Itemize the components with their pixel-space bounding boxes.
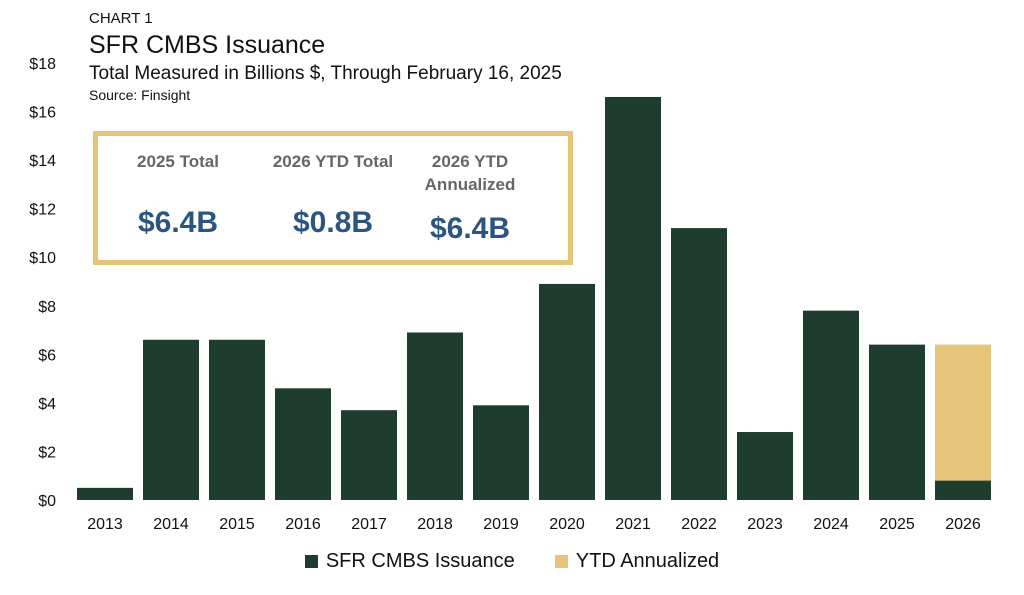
summary-heading: 2026 YTD Total	[272, 152, 394, 171]
bar-issuance-2025	[869, 344, 925, 500]
bar-issuance-2023	[737, 432, 793, 500]
bar-issuance-2024	[803, 310, 859, 500]
summary-value: $0.8B	[292, 206, 374, 239]
summary-2026-ytd-annualized: 2026 YTD Annualized $6.4B	[410, 150, 530, 245]
x-tick-label: 2020	[549, 516, 585, 533]
summary-2025-total: 2025 Total $6.4B	[103, 150, 253, 239]
chart-source: Source: Finsight	[89, 87, 191, 103]
x-tick-label: 2023	[747, 516, 783, 533]
y-tick-label: $14	[29, 153, 56, 170]
bar-issuance-2022	[671, 228, 727, 501]
x-tick-label: 2017	[351, 516, 387, 533]
legend-label: SFR CMBS Issuance	[325, 550, 515, 572]
y-tick-label: $16	[29, 105, 56, 122]
y-tick-label: $8	[38, 299, 56, 316]
summary-value: $6.4B	[137, 206, 219, 239]
summary-heading: 2026 YTD Annualized	[424, 152, 516, 194]
summary-heading: 2025 Total	[137, 152, 219, 171]
x-tick-label: 2026	[945, 516, 981, 533]
y-tick-label: $4	[38, 396, 56, 413]
x-tick-label: 2013	[87, 516, 123, 533]
summary-value: $6.4B	[429, 212, 511, 245]
bar-issuance-2016	[275, 388, 331, 500]
chart-label: CHART 1	[89, 10, 153, 27]
x-tick-label: 2024	[813, 516, 849, 533]
summary-2026-ytd-total: 2026 YTD Total $0.8B	[258, 150, 408, 239]
chart-subtitle: Total Measured in Billions $, Through Fe…	[89, 63, 562, 84]
y-tick-label: $2	[38, 444, 56, 461]
bar-issuance-2015	[209, 339, 265, 500]
bar-issuance-2017	[341, 410, 397, 500]
legend-swatch	[304, 555, 318, 568]
y-tick-label: $10	[29, 250, 56, 267]
y-tick-label: $12	[29, 202, 56, 219]
bar-issuance-2021	[605, 96, 661, 500]
x-tick-label: 2015	[219, 516, 255, 533]
x-tick-label: 2016	[285, 516, 321, 533]
x-tick-label: 2019	[483, 516, 519, 533]
summary-box: 2025 Total $6.4B 2026 YTD Total $0.8B 20…	[93, 131, 573, 265]
bar-annualized-2026	[935, 344, 991, 481]
bar-issuance-2019	[473, 405, 529, 500]
chart-title: SFR CMBS Issuance	[89, 31, 326, 59]
legend-item-issuance: SFR CMBS Issuance	[304, 550, 515, 573]
y-tick-label: $6	[38, 347, 56, 364]
y-tick-label: $18	[29, 56, 56, 73]
bar-issuance-2018	[407, 332, 463, 500]
x-tick-label: 2025	[879, 516, 915, 533]
x-tick-label: 2022	[681, 516, 717, 533]
legend-label: YTD Annualized	[575, 550, 720, 572]
x-tick-label: 2018	[417, 516, 453, 533]
bar-issuance-2014	[143, 339, 199, 500]
bar-issuance-2013	[77, 487, 133, 500]
x-tick-label: 2014	[153, 516, 189, 533]
bar-issuance-2026	[935, 480, 991, 500]
legend-item-annualized: YTD Annualized	[554, 550, 720, 573]
y-tick-label: $0	[38, 493, 56, 510]
bar-issuance-2020	[539, 283, 595, 500]
legend: SFR CMBS Issuance YTD Annualized	[0, 550, 1024, 573]
legend-swatch	[554, 555, 568, 568]
x-tick-label: 2021	[615, 516, 651, 533]
